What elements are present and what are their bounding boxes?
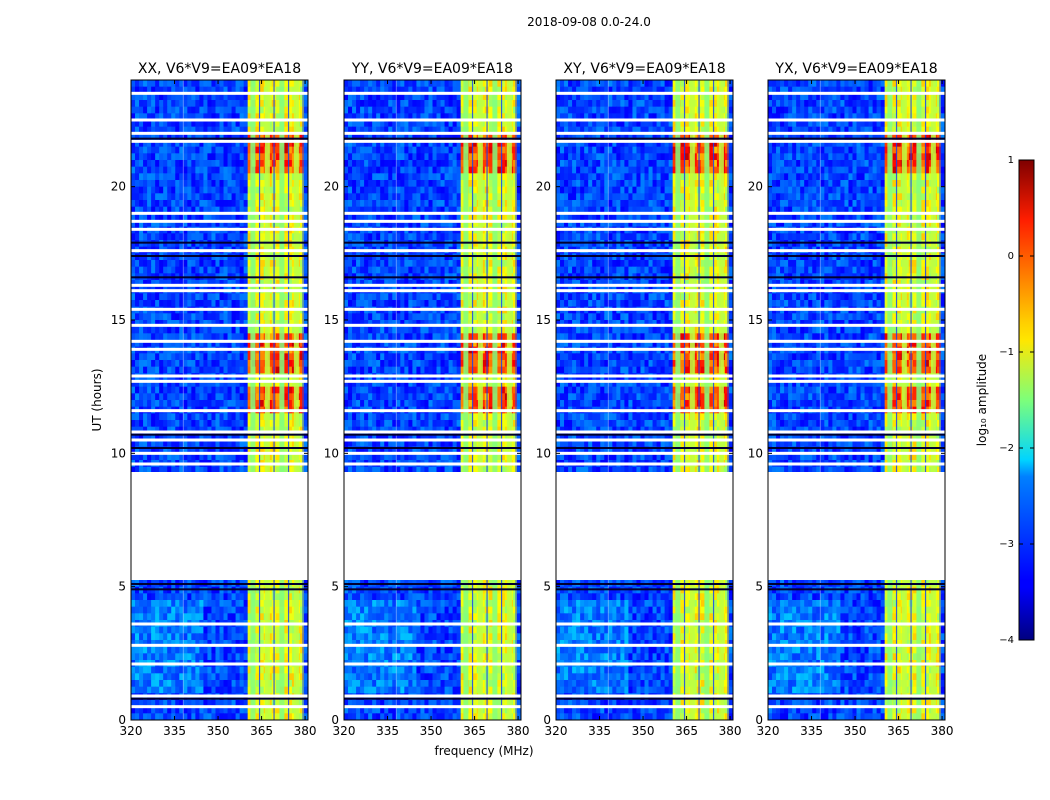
x-axis-label: frequency (MHz) [434,744,533,758]
figure-suptitle: 2018-09-08 0.0-24.0 [527,15,651,29]
x-tick-label: 335 [163,724,186,738]
flagged-block [768,472,945,580]
colorbar-gradient [1018,159,1035,641]
y-tick-label: 10 [748,446,763,460]
axes-frame [130,79,309,721]
axes-frame [343,79,522,721]
panel-title: XX, V6*V9=EA09*EA18 [138,61,301,77]
panel-title: XY, V6*V9=EA09*EA18 [563,61,725,77]
x-tick-label: 320 [333,724,356,738]
panel-title: YX, V6*V9=EA09*EA18 [774,61,937,77]
panel-title: YY, V6*V9=EA09*EA18 [351,61,513,77]
colorbar-ticks: 1 0 −1 −2 −3 −4 [999,155,1034,646]
x-tick-label: 320 [545,724,568,738]
colorbar-tick-label: −2 [999,443,1014,454]
heatmap-image [556,80,733,720]
x-tick-label: 350 [632,724,655,738]
x-tick-label: 380 [931,724,954,738]
y-tick-label: 20 [111,180,126,194]
flagged-block [556,472,733,580]
x-tick-label: 350 [420,724,443,738]
x-tick-label: 365 [887,724,910,738]
colorbar-tick-label: −4 [999,635,1014,646]
panel-4: YX, V6*V9=EA09*EA18 320 335 350 365 380 0 5 10 15… [748,61,954,738]
axes-frame [767,79,946,721]
flagged-block [344,472,521,580]
y-tick-label: 0 [755,713,763,727]
y-tick-label: 15 [111,313,126,327]
panel-2: YY, V6*V9=EA09*EA18 320 335 350 365 380 0 5 10 15… [324,61,530,738]
y-tick-label: 0 [331,713,339,727]
y-tick-label: 5 [543,580,551,594]
x-tick-label: 365 [250,724,273,738]
x-tick-label: 380 [294,724,317,738]
x-tick-label: 380 [507,724,530,738]
y-tick-label: 20 [748,180,763,194]
x-tick-label: 365 [463,724,486,738]
y-tick-label: 10 [324,446,339,460]
colorbar-tick-label: −1 [999,347,1014,358]
colorbar-tick-label: −3 [999,539,1014,550]
panel-1: XX, V6*V9=EA09*EA18 320 335 350 365 380 0 5 10 15… [111,61,317,738]
y-tick-label: 5 [118,580,126,594]
y-tick-label: 0 [543,713,551,727]
y-tick-label: 20 [324,180,339,194]
colorbar-tick-label: 1 [1008,155,1014,166]
x-tick-label: 350 [207,724,230,738]
heatmap-image [768,80,945,720]
colorbar-tick-label: 0 [1008,251,1014,262]
x-tick-label: 320 [757,724,780,738]
flagged-block [131,472,308,580]
axes-frame [555,79,734,721]
heatmap-image [344,80,521,720]
y-tick-label: 15 [748,313,763,327]
y-tick-label: 10 [111,446,126,460]
y-tick-label: 5 [331,580,339,594]
x-tick-label: 335 [376,724,399,738]
y-axis-label: UT (hours) [90,368,104,431]
colorbar: 1 0 −1 −2 −3 −4 log₁₀ amplitude [975,155,1035,646]
panel-3: XY, V6*V9=EA09*EA18 320 335 350 365 380 0 5 10 15… [536,61,742,738]
x-tick-label: 365 [675,724,698,738]
panels: XX, V6*V9=EA09*EA18 320 335 350 365 380 0 5 10 15… [111,61,954,738]
x-tick-label: 335 [800,724,823,738]
y-tick-label: 10 [536,446,551,460]
y-tick-label: 20 [536,180,551,194]
y-tick-label: 0 [118,713,126,727]
x-tick-label: 335 [588,724,611,738]
y-tick-label: 15 [324,313,339,327]
y-tick-label: 5 [755,580,763,594]
colorbar-label: log₁₀ amplitude [975,354,989,446]
x-tick-label: 320 [120,724,143,738]
x-tick-label: 350 [844,724,867,738]
y-tick-label: 15 [536,313,551,327]
heatmap-image [131,80,308,720]
x-tick-label: 380 [719,724,742,738]
